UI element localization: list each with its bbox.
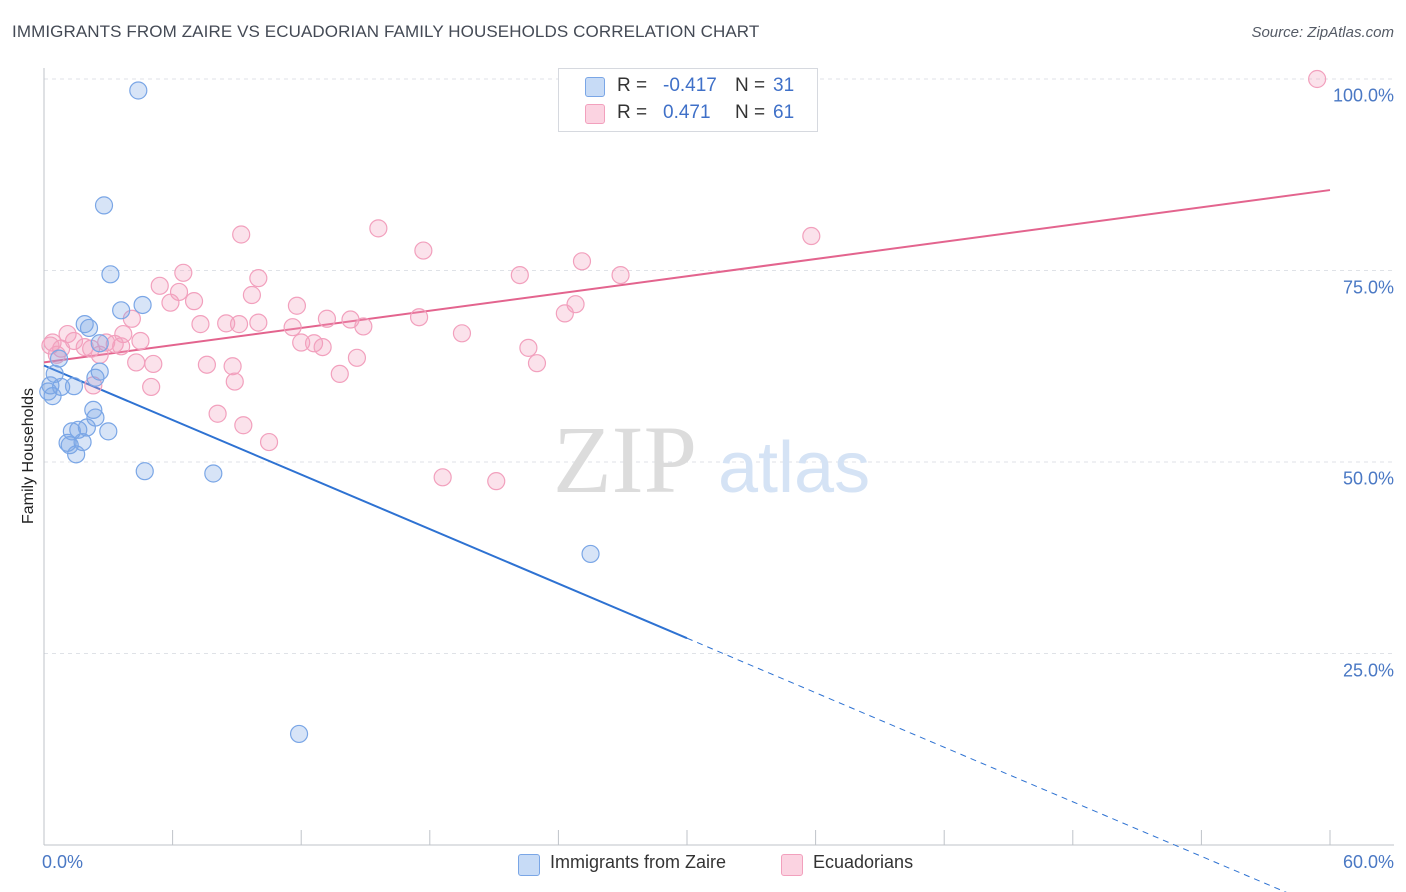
data-point-ecuadorians <box>142 377 161 397</box>
data-point-zaire <box>79 318 99 338</box>
data-point-zaire <box>49 349 69 368</box>
data-point-ecuadorians <box>292 333 311 352</box>
legend-swatch-zaire <box>585 77 605 97</box>
data-point-ecuadorians <box>519 338 538 357</box>
watermark-zip: ZIP <box>553 406 697 513</box>
data-point-ecuadorians <box>232 225 251 244</box>
legend: R = -0.417 N = 31 R = 0.471 N = 61 <box>558 68 818 132</box>
data-point-ecuadorians <box>191 315 210 334</box>
data-point-zaire <box>43 387 62 406</box>
data-point-zaire <box>86 368 105 387</box>
x-tick-label-min: 0.0% <box>42 852 84 872</box>
bottom-legend-label-zaire: Immigrants from Zaire <box>550 852 727 872</box>
data-point-zaire <box>289 724 309 744</box>
data-point-ecuadorians <box>369 219 388 238</box>
legend-n-label: N = <box>735 75 766 96</box>
legend-r-value-zaire: -0.417 <box>663 75 717 96</box>
legend-swatch-ecuadorians <box>585 104 605 124</box>
y-tick-label: 75.0% <box>1342 277 1394 297</box>
data-point-ecuadorians <box>208 404 227 423</box>
data-point-zaire <box>64 377 84 396</box>
data-point-ecuadorians <box>287 296 307 315</box>
bottom-legend-swatch-zaire <box>518 854 540 876</box>
source-label: Source: ZipAtlas.com <box>1251 24 1394 41</box>
data-point-zaire <box>135 462 154 481</box>
data-point-ecuadorians <box>304 334 324 353</box>
legend-n-label: N = <box>735 102 766 123</box>
data-point-zaire <box>112 301 131 320</box>
data-point-ecuadorians <box>347 348 367 367</box>
data-point-ecuadorians <box>1308 69 1327 89</box>
legend-n-value-ecuadorians: 61 <box>773 102 795 123</box>
data-point-zaire <box>133 295 152 315</box>
data-point-ecuadorians <box>41 336 60 355</box>
data-point-ecuadorians <box>527 354 547 373</box>
data-point-ecuadorians <box>317 309 337 328</box>
data-point-ecuadorians <box>452 324 472 343</box>
data-point-ecuadorians <box>354 317 373 336</box>
legend-r-label: R = <box>617 75 648 96</box>
y-tick-label: 50.0% <box>1342 468 1394 489</box>
data-point-zaire <box>94 196 114 215</box>
data-point-ecuadorians <box>802 226 821 246</box>
data-point-ecuadorians <box>409 308 429 327</box>
data-point-ecuadorians <box>510 265 529 285</box>
data-point-zaire <box>129 81 148 100</box>
trend-line-zaire <box>43 364 688 640</box>
data-point-ecuadorians <box>127 353 146 372</box>
data-point-ecuadorians <box>249 269 268 288</box>
data-point-ecuadorians <box>487 472 506 491</box>
data-point-ecuadorians <box>144 354 163 374</box>
data-point-ecuadorians <box>234 416 253 435</box>
trend-line-ecuadorians <box>43 189 1331 364</box>
data-point-ecuadorians <box>131 331 150 351</box>
data-point-ecuadorians <box>555 304 574 323</box>
y-tick-label: 100.0% <box>1332 85 1394 106</box>
y-tick-label: 25.0% <box>1342 660 1394 680</box>
data-point-zaire <box>581 544 600 564</box>
data-point-ecuadorians <box>283 318 302 337</box>
data-point-ecuadorians <box>313 338 332 357</box>
data-point-ecuadorians <box>330 364 349 384</box>
data-point-ecuadorians <box>197 355 216 374</box>
legend-r-label: R = <box>617 102 648 123</box>
data-point-zaire <box>62 422 81 441</box>
data-point-zaire <box>90 334 109 353</box>
data-point-zaire <box>77 418 96 437</box>
data-point-ecuadorians <box>572 252 592 271</box>
data-point-ecuadorians <box>249 313 268 332</box>
data-point-ecuadorians <box>259 432 279 452</box>
data-point-zaire <box>67 445 86 464</box>
data-point-ecuadorians <box>223 357 242 376</box>
legend-n-value-zaire: 31 <box>773 75 795 96</box>
data-point-ecuadorians <box>242 285 262 305</box>
data-point-ecuadorians <box>414 241 433 260</box>
watermark-atlas: atlas <box>718 428 870 508</box>
x-tick-label-max: 60.0% <box>1342 852 1394 872</box>
bottom-legend-swatch-ecuadorians <box>781 854 803 876</box>
bottom-legend-label-ecuadorians: Ecuadorians <box>813 852 914 872</box>
data-point-ecuadorians <box>611 265 630 285</box>
data-point-ecuadorians <box>75 338 94 357</box>
data-point-zaire <box>99 422 118 441</box>
data-point-ecuadorians <box>229 315 249 334</box>
data-point-ecuadorians <box>433 468 452 487</box>
data-point-zaire <box>204 464 223 483</box>
data-point-ecuadorians <box>225 372 244 391</box>
data-point-ecuadorians <box>174 263 193 282</box>
data-point-ecuadorians <box>150 276 169 295</box>
data-point-ecuadorians <box>184 292 204 311</box>
chart-title: IMMIGRANTS FROM ZAIRE VS ECUADORIAN FAMI… <box>12 22 760 41</box>
data-point-ecuadorians <box>161 293 180 312</box>
legend-r-value-ecuadorians: 0.471 <box>663 102 711 123</box>
data-point-ecuadorians <box>217 314 236 333</box>
data-point-zaire <box>101 265 120 284</box>
